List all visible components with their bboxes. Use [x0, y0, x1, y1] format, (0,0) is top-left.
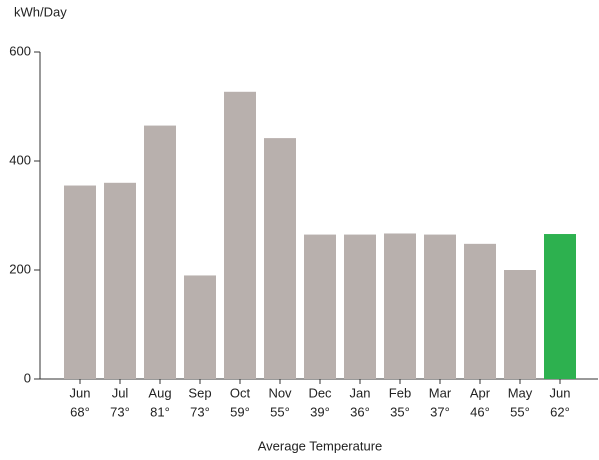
bar	[264, 138, 296, 379]
x-tick-label: Dec	[308, 385, 332, 400]
x-tick-label: Jun	[70, 385, 91, 400]
x-tick-label: Feb	[389, 385, 411, 400]
x-axis-title: Average Temperature	[258, 438, 383, 453]
temperature-label: 35°	[390, 404, 410, 419]
temperature-label: 68°	[70, 404, 90, 419]
temperature-label: 73°	[190, 404, 210, 419]
temperature-label: 55°	[270, 404, 290, 419]
bar	[184, 275, 216, 379]
bar	[504, 270, 536, 379]
bar	[464, 243, 496, 379]
y-tick-label: 200	[9, 261, 31, 276]
y-tick-label: 400	[9, 152, 31, 167]
y-axis-title: kWh/Day	[14, 4, 67, 19]
temperature-label: 36°	[350, 404, 370, 419]
x-tick-label: May	[508, 385, 533, 400]
y-tick-label: 600	[9, 43, 31, 58]
bar	[424, 234, 456, 379]
x-tick-label: Jun	[550, 385, 571, 400]
bar	[224, 91, 256, 379]
bar	[64, 185, 96, 379]
temperature-label: 46°	[470, 404, 490, 419]
bar	[304, 234, 336, 379]
bar	[384, 233, 416, 379]
temperature-label: 55°	[510, 404, 530, 419]
x-tick-label: Jan	[350, 385, 371, 400]
temperature-label: 37°	[430, 404, 450, 419]
y-tick-label: 0	[24, 370, 31, 385]
bar	[144, 125, 176, 379]
temperature-label: 59°	[230, 404, 250, 419]
x-tick-label: Jul	[112, 385, 129, 400]
x-tick-label: Oct	[230, 385, 251, 400]
x-tick-label: Nov	[268, 385, 292, 400]
bar	[104, 182, 136, 379]
temperature-label: 73°	[110, 404, 130, 419]
temperature-label: 39°	[310, 404, 330, 419]
bar	[544, 234, 576, 379]
x-tick-label: Aug	[148, 385, 171, 400]
temperature-label: 62°	[550, 404, 570, 419]
temperature-label: 81°	[150, 404, 170, 419]
x-tick-label: Sep	[188, 385, 211, 400]
x-tick-label: Mar	[429, 385, 452, 400]
bar	[344, 234, 376, 379]
x-tick-label: Apr	[470, 385, 491, 400]
